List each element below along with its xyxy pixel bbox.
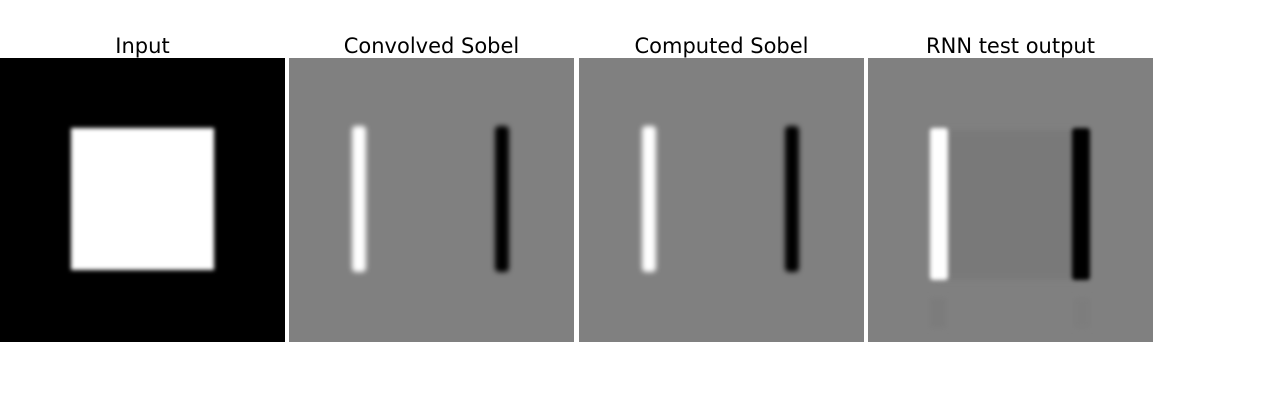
rnn-left-edge [930, 128, 948, 280]
rnn-output-image [868, 58, 1153, 342]
panel-title-computed-sobel: Computed Sobel [634, 34, 809, 58]
rnn-right-edge [1072, 128, 1090, 280]
computed-sobel-image [579, 58, 864, 342]
panel-input: Input [0, 0, 285, 342]
panel-computed-sobel: Computed Sobel [579, 0, 864, 342]
panel-title-input: Input [115, 34, 170, 58]
input-white-square [71, 128, 214, 270]
input-image-svg [0, 58, 285, 342]
panel-convolved-sobel: Convolved Sobel [289, 0, 574, 342]
panel-rnn-output: RNN test output [868, 0, 1153, 342]
panel-title-convolved-sobel: Convolved Sobel [343, 34, 520, 58]
rnn-inner-square [940, 130, 1080, 280]
computed-left-edge [642, 126, 656, 272]
computed-right-edge [785, 126, 799, 272]
convolved-sobel-image [289, 58, 574, 342]
convolved-background [289, 58, 574, 342]
convolved-right-edge [495, 126, 509, 272]
rnn-output-svg [868, 58, 1153, 342]
rnn-right-artifact [1074, 298, 1090, 328]
computed-background [579, 58, 864, 342]
computed-sobel-svg [579, 58, 864, 342]
panel-title-rnn-output: RNN test output [926, 34, 1095, 58]
input-image [0, 58, 285, 342]
convolved-sobel-svg [289, 58, 574, 342]
convolved-left-edge [352, 126, 366, 272]
rnn-left-artifact [930, 298, 946, 328]
